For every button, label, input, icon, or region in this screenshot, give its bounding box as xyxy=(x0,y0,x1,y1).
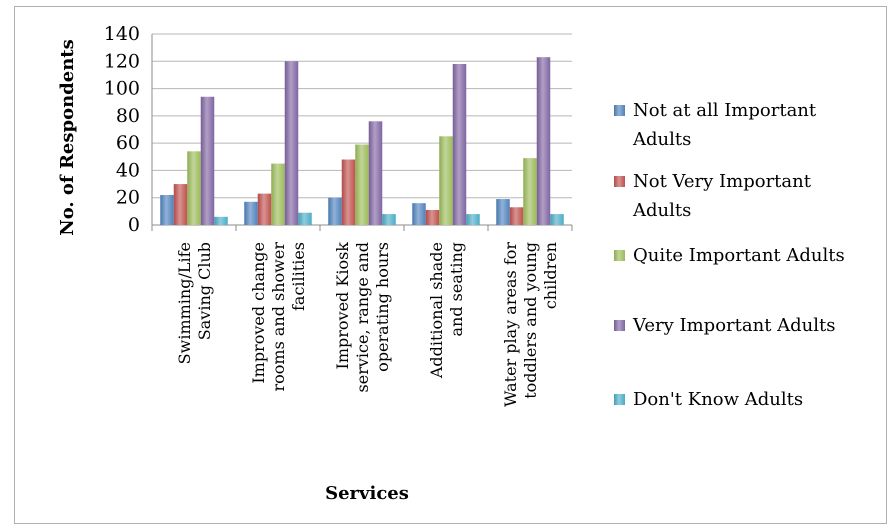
y-axis-title: No. of Respondents xyxy=(57,39,78,236)
bar xyxy=(382,214,396,225)
legend-label: Adults xyxy=(632,129,691,150)
legend-swatch xyxy=(614,394,625,405)
x-tick-label: Improved Kiosk xyxy=(333,242,352,370)
bar xyxy=(257,193,272,225)
y-tick-label: 0 xyxy=(128,214,140,236)
x-tick-label: toddlers and young xyxy=(521,242,540,399)
bar xyxy=(214,216,228,225)
legend-label: Not Very Important xyxy=(633,171,812,192)
bar xyxy=(328,197,342,225)
legend-swatch xyxy=(614,105,625,116)
bar xyxy=(466,214,480,225)
x-tick-label: and seating xyxy=(447,242,466,336)
legend-label: Adults xyxy=(632,200,691,221)
x-tick-label: facilities xyxy=(289,242,308,311)
y-tick-label: 140 xyxy=(104,23,140,45)
y-tick-label: 20 xyxy=(116,187,140,209)
y-tick-label: 100 xyxy=(104,78,140,100)
legend-swatch xyxy=(614,176,625,187)
legend-label: Quite Important Adults xyxy=(633,245,845,266)
x-axis-title: Services xyxy=(325,483,409,504)
x-tick-label: service, range and xyxy=(353,242,372,392)
bar xyxy=(187,151,201,225)
y-tick-label: 60 xyxy=(116,132,140,154)
bar xyxy=(341,159,356,225)
bar xyxy=(496,199,510,225)
y-tick-label: 120 xyxy=(104,50,140,72)
bar xyxy=(298,212,312,225)
bar xyxy=(412,203,426,225)
bar xyxy=(550,214,564,225)
bar xyxy=(244,201,258,225)
bar xyxy=(439,136,453,225)
bar xyxy=(160,194,174,225)
legend-label: Don't Know Adults xyxy=(633,389,803,410)
legend-label: Not at all Important xyxy=(633,100,817,121)
bar xyxy=(173,184,188,225)
x-tick-label: Swimming/Life xyxy=(175,242,194,364)
legend-swatch xyxy=(614,250,625,261)
bar xyxy=(284,61,299,226)
bar xyxy=(425,209,440,225)
y-tick-label: 80 xyxy=(116,105,140,127)
chart-frame xyxy=(14,6,887,524)
bar xyxy=(452,64,467,225)
bar xyxy=(509,207,524,225)
bar xyxy=(536,57,551,225)
x-tick-label: rooms and shower xyxy=(269,242,288,392)
legend-label: Very Important Adults xyxy=(632,315,836,336)
y-tick-label: 40 xyxy=(116,159,140,181)
x-tick-label: Water play areas for xyxy=(501,242,520,407)
bar xyxy=(200,96,215,225)
legend-swatch xyxy=(614,320,625,331)
bar xyxy=(523,158,537,225)
x-tick-label: Saving Club xyxy=(195,242,214,340)
x-tick-label: Improved change xyxy=(249,242,268,384)
x-tick-label: Additional shade xyxy=(427,242,446,379)
bar xyxy=(368,121,383,225)
bar xyxy=(355,144,369,225)
bar xyxy=(271,163,285,225)
x-tick-label: children xyxy=(541,242,560,309)
x-tick-label: operating hours xyxy=(373,242,392,372)
